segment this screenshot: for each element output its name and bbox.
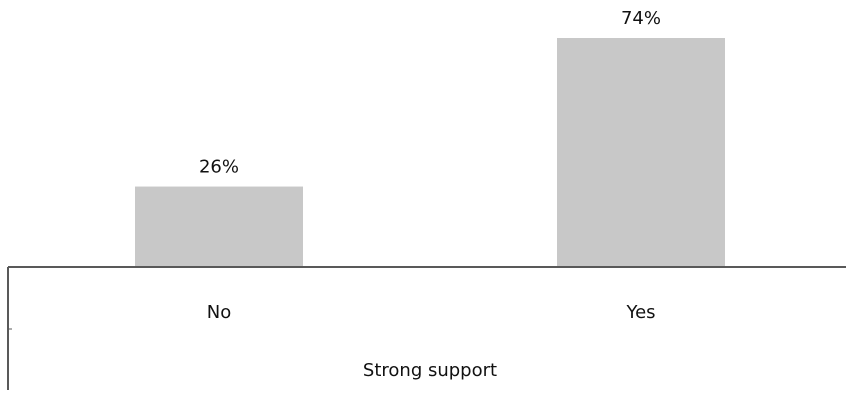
x-tick-label-no: No (207, 302, 231, 323)
value-label-no: 26% (199, 157, 239, 178)
value-label-yes: 74% (621, 8, 661, 29)
x-axis-tick-labels: No Yes (207, 302, 656, 323)
value-labels: 26% 74% (199, 8, 661, 178)
x-axis-title: Strong support (363, 360, 497, 381)
bars (135, 38, 725, 267)
x-tick-label-yes: Yes (625, 302, 655, 323)
bar-yes (557, 38, 725, 267)
bar-no (135, 186, 303, 267)
